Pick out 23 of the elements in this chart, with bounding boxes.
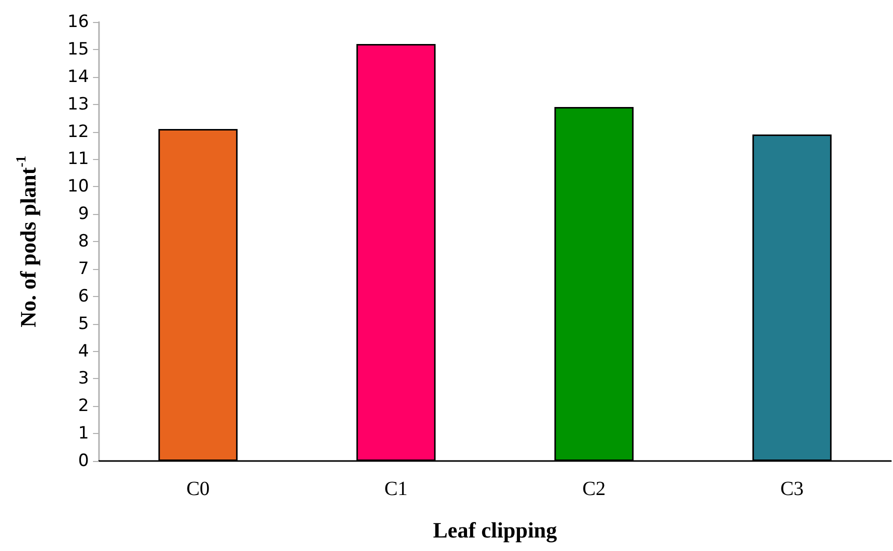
y-tick-label: 7 xyxy=(78,258,89,279)
y-tick-label: 12 xyxy=(67,122,89,142)
x-axis-title: Leaf clipping xyxy=(432,518,558,542)
y-tick-label: 10 xyxy=(67,176,89,197)
y-tick-label: 15 xyxy=(67,39,89,60)
y-tick-label: 1 xyxy=(78,424,89,444)
y-tick-label: 16 xyxy=(67,12,89,32)
y-tick-label: 0 xyxy=(78,451,89,471)
y-tick-label: 2 xyxy=(78,396,89,416)
y-tick-label: 3 xyxy=(78,368,89,389)
y-tick-label: 6 xyxy=(78,286,89,306)
y-tick-label: 8 xyxy=(78,232,89,252)
y-tick-label: 11 xyxy=(67,149,89,170)
y-axis-title: No. of pods plant-1 xyxy=(14,156,40,328)
y-tick-label: 14 xyxy=(67,66,89,87)
y-tick-label: 4 xyxy=(78,341,89,362)
y-tick-label: 13 xyxy=(67,94,89,114)
x-tick-label: C0 xyxy=(186,478,210,500)
y-tick-label: 5 xyxy=(78,314,89,334)
y-tick-label: 9 xyxy=(78,204,89,224)
x-tick-label: C2 xyxy=(582,478,606,500)
x-tick-label: C3 xyxy=(780,478,804,500)
x-tick-label: C1 xyxy=(384,478,408,500)
